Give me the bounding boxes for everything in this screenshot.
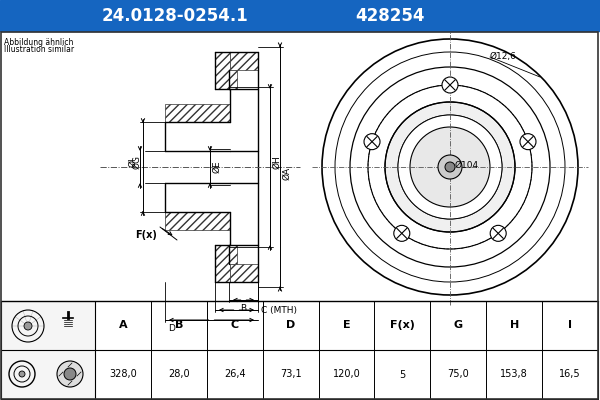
Text: ØA: ØA [282, 166, 291, 180]
Text: G: G [454, 320, 463, 330]
Text: 28,0: 28,0 [168, 370, 190, 380]
Text: 24.0128-0254.1: 24.0128-0254.1 [101, 7, 248, 25]
Circle shape [445, 162, 455, 172]
Circle shape [385, 102, 515, 232]
Text: Illustration similar: Illustration similar [4, 45, 74, 54]
Bar [229, 245, 237, 264]
Bar [215, 245, 230, 282]
Text: H: H [509, 320, 519, 330]
Text: F(x): F(x) [390, 320, 415, 330]
Text: 328,0: 328,0 [109, 370, 137, 380]
Text: 75,0: 75,0 [448, 370, 469, 380]
Text: B: B [241, 304, 247, 313]
Circle shape [19, 371, 25, 377]
Text: 73,1: 73,1 [280, 370, 301, 380]
Bar [215, 52, 230, 89]
Bar [0, 0, 600, 31]
Text: 120,0: 120,0 [332, 370, 361, 380]
Circle shape [490, 225, 506, 241]
Circle shape [410, 127, 490, 207]
Text: I: I [568, 320, 572, 330]
Bar [230, 52, 258, 70]
Bar [230, 264, 258, 282]
Text: C: C [230, 320, 239, 330]
Text: 26,4: 26,4 [224, 370, 245, 380]
Circle shape [364, 134, 380, 150]
Text: B: B [175, 320, 183, 330]
Bar [165, 212, 230, 230]
Circle shape [394, 225, 410, 241]
Bar [1, 301, 95, 399]
Text: 153,8: 153,8 [500, 370, 528, 380]
Circle shape [442, 77, 458, 93]
Text: Ø104: Ø104 [455, 160, 479, 170]
Bar [165, 104, 230, 122]
Text: F(x): F(x) [135, 230, 157, 240]
Bar [229, 70, 237, 89]
Text: Abbildung ähnlich: Abbildung ähnlich [4, 38, 73, 47]
Circle shape [438, 155, 462, 179]
Text: ØE: ØE [212, 161, 221, 173]
Text: D: D [168, 324, 175, 333]
Text: ØI: ØI [128, 157, 137, 167]
Text: 5: 5 [399, 370, 406, 380]
Circle shape [64, 368, 76, 380]
Text: A: A [119, 320, 127, 330]
Text: ØG: ØG [132, 155, 141, 169]
Text: E: E [343, 320, 350, 330]
Text: D: D [286, 320, 295, 330]
Circle shape [520, 134, 536, 150]
Text: 428254: 428254 [355, 7, 425, 25]
Circle shape [398, 115, 502, 219]
Text: C (MTH): C (MTH) [261, 306, 297, 314]
Circle shape [24, 322, 32, 330]
Text: 16,5: 16,5 [559, 370, 581, 380]
Text: ØH: ØH [272, 155, 281, 169]
Circle shape [57, 361, 83, 387]
Text: Ø12,6: Ø12,6 [490, 52, 517, 62]
